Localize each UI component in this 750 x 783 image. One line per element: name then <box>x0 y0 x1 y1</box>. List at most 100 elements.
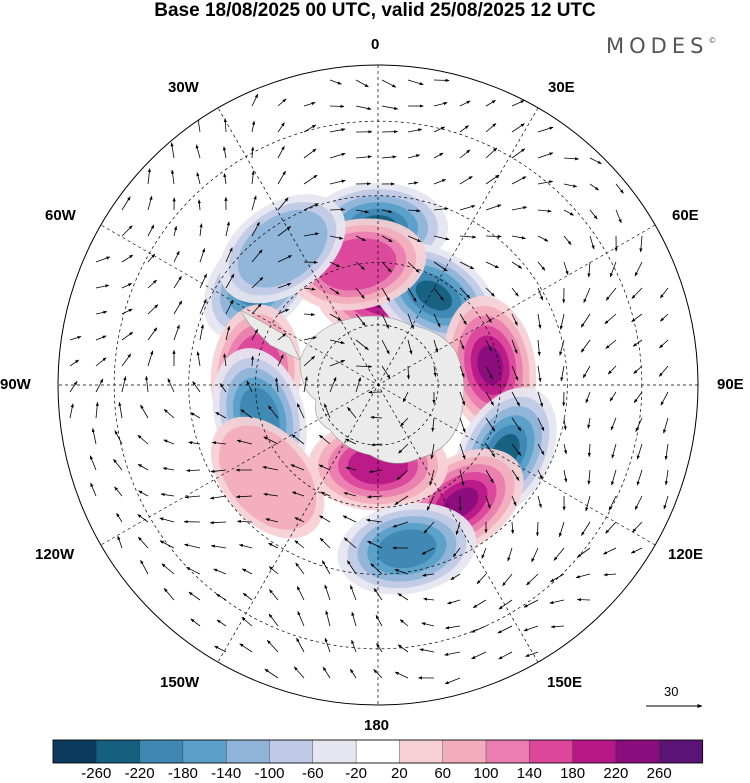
wind-arrow <box>215 412 227 419</box>
wind-arrow <box>663 417 669 434</box>
wind-arrow <box>199 324 204 341</box>
wind-arrow <box>553 547 565 561</box>
wind-arrow <box>345 466 357 471</box>
wind-arrow <box>223 353 227 367</box>
wind-arrow <box>563 235 572 245</box>
wind-arrow <box>563 443 568 455</box>
wind-arrow <box>303 336 317 341</box>
wind-arrow <box>459 125 469 133</box>
wind-arrow <box>659 287 669 299</box>
wind-arrow <box>471 625 487 633</box>
wind-arrow <box>397 593 409 601</box>
wind-arrow <box>575 573 591 579</box>
wind-arrow <box>658 365 669 377</box>
wind-arrow <box>303 102 316 107</box>
wind-arrow <box>407 339 413 355</box>
wind-arrow <box>433 179 447 185</box>
wind-arrow <box>639 235 643 253</box>
wind-arrow <box>610 417 617 431</box>
wind-arrow <box>580 313 591 328</box>
lon-label-120e: 120E <box>668 546 704 563</box>
wind-arrow <box>225 273 235 289</box>
wind-arrow <box>159 517 175 523</box>
wind-arrow <box>523 599 539 608</box>
wind-arrow <box>459 100 471 107</box>
wind-arrow <box>295 562 305 575</box>
wind-arrow <box>251 195 257 211</box>
wind-arrow <box>69 381 78 393</box>
wind-arrow <box>397 644 409 653</box>
wind-arrow <box>398 443 409 454</box>
wind-arrow <box>345 438 357 445</box>
wind-arrow <box>95 378 104 393</box>
wind-arrow <box>394 495 409 506</box>
wind-arrow <box>631 313 643 323</box>
wind-arrow <box>319 515 331 523</box>
wind-arrow <box>277 282 292 289</box>
wind-arrow <box>563 261 569 276</box>
wind-arrow <box>511 148 526 159</box>
lon-label-30w: 30W <box>168 79 199 96</box>
wind-arrow <box>355 105 372 111</box>
wind-arrow <box>291 434 305 445</box>
colorbar-tick-label: 140 <box>516 765 542 782</box>
wind-arrow <box>660 313 669 322</box>
wind-arrow <box>459 443 466 460</box>
wind-arrow <box>343 492 357 497</box>
wind-arrow <box>69 403 74 419</box>
wind-arrow <box>531 547 539 563</box>
wind-arrow <box>147 304 159 315</box>
wind-arrow <box>318 434 331 445</box>
wind-arrow <box>407 313 414 330</box>
wind-arrow <box>407 79 424 86</box>
wind-arrow <box>585 495 591 512</box>
wind-arrow <box>225 247 233 263</box>
wind-arrow <box>407 128 423 133</box>
colorbar-swatch <box>442 739 487 764</box>
wind-arrow <box>407 181 419 185</box>
wind-arrow <box>318 464 331 471</box>
colorbar-swatch <box>572 739 617 764</box>
wind-arrow <box>69 336 82 341</box>
wind-arrow <box>459 391 465 406</box>
wind-arrow <box>140 559 149 575</box>
wind-arrow <box>433 261 448 272</box>
wind-arrow <box>160 493 175 497</box>
wind-arrow <box>406 365 411 380</box>
wind-arrow <box>277 145 285 159</box>
wind-arrow <box>526 573 539 586</box>
wind-arrow <box>459 417 466 433</box>
meridian-line <box>217 107 539 663</box>
wind-arrow <box>459 313 467 325</box>
wind-arrow <box>609 261 617 278</box>
wind-arrow <box>290 464 305 471</box>
wind-arrow <box>296 403 305 419</box>
wind-arrow <box>485 391 494 406</box>
wind-arrow <box>199 248 205 263</box>
wind-arrow <box>355 155 372 159</box>
wind-arrow <box>485 147 498 159</box>
wind-arrow <box>190 618 201 627</box>
wind-arrow <box>294 540 305 549</box>
wind-arrow <box>485 443 496 458</box>
wind-arrow <box>147 224 155 237</box>
wind-arrow <box>329 179 346 185</box>
wind-arrow <box>631 287 643 299</box>
colorbar-frame <box>52 739 703 764</box>
wind-arrow <box>423 521 435 534</box>
wind-arrow <box>537 469 543 480</box>
wind-arrow <box>511 313 518 326</box>
wind-arrow <box>138 490 149 497</box>
wind-arrow <box>297 610 305 627</box>
wind-arrow <box>366 518 383 523</box>
wind-arrow <box>433 126 446 133</box>
wind-arrow <box>445 625 461 630</box>
wind-arrow <box>577 547 591 558</box>
wind-arrow <box>222 146 227 159</box>
wind-arrow <box>433 78 450 82</box>
wind-arrow <box>184 495 201 499</box>
wind-arrow <box>485 100 496 107</box>
wind-arrow <box>485 234 502 239</box>
wind-arrow <box>604 313 617 325</box>
wind-arrow <box>381 105 399 110</box>
